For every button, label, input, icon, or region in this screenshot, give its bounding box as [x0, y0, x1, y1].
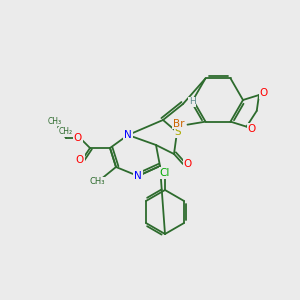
Text: N: N [124, 130, 132, 140]
Text: Br: Br [173, 119, 184, 129]
Text: O: O [184, 159, 192, 169]
Text: O: O [74, 133, 82, 143]
Text: CH₃: CH₃ [48, 116, 62, 125]
Text: Cl: Cl [160, 168, 170, 178]
Text: CH₃: CH₃ [89, 178, 105, 187]
Text: S: S [175, 127, 181, 137]
Text: H: H [189, 98, 195, 106]
Text: O: O [76, 155, 84, 165]
Text: CH₂: CH₂ [59, 128, 73, 136]
Text: O: O [260, 88, 268, 98]
Text: N: N [134, 171, 142, 181]
Text: O: O [248, 124, 256, 134]
